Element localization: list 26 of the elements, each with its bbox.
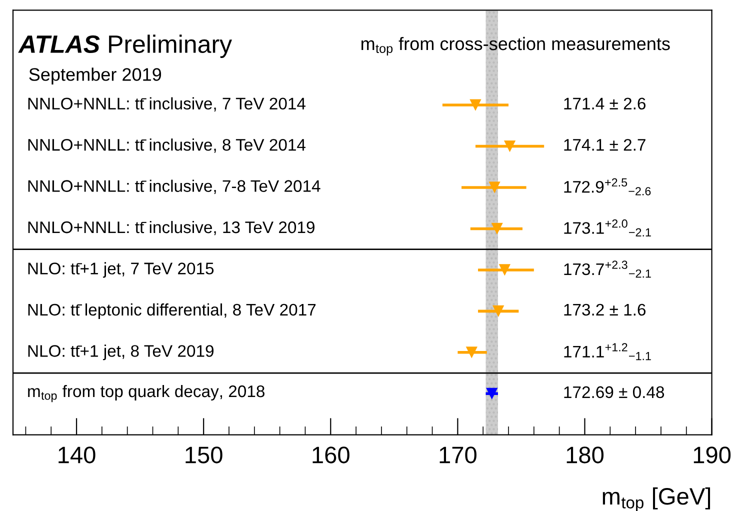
annotation: 172.69 ± 0.48 <box>564 386 664 398</box>
annotation: 171.4 ± 2.6 <box>564 98 646 110</box>
x-tick-label: 180 <box>566 446 604 464</box>
annotation: September 2019 <box>29 68 162 84</box>
y-tick-label: NLO: tt̄ leptonic differential, 8 TeV 2017 <box>28 303 316 319</box>
x-tick-label: 150 <box>186 446 222 464</box>
y-tick-label: NNLO+NNLL: tt̄ inclusive, 7-8 TeV 2014 <box>28 180 320 194</box>
annotation: 174.1 ± 2.7 <box>564 138 646 151</box>
annotation: 172.9$^{+2.5}$$_{−2.6}$ <box>564 178 651 196</box>
annotation: 171.1$^{+1.2}$$_{−1.1}$ <box>564 343 651 360</box>
annotation: 173.1$^{+2.0}$$_{−2.1}$ <box>564 219 651 236</box>
annotation: 173.2 ± 1.6 <box>564 304 646 316</box>
y-tick-label: NNLO+NNLL: tt̄ inclusive, 8 TeV 2014 <box>28 138 306 153</box>
y-tick-label: NNLO+NNLL: tt̄ inclusive, 7 TeV 2014 <box>28 97 306 112</box>
x-tick-label: 170 <box>440 446 476 464</box>
annotation: 173.7$^{+2.3}$$_{−2.1}$ <box>564 260 651 278</box>
chart-title: ATLAS <box>18 35 100 54</box>
x-tick-label: 140 <box>58 446 96 464</box>
y-tick-label: NLO: tt̄+1 jet, 7 TeV 2015 <box>28 262 214 278</box>
x-tick-label: 160 <box>312 446 350 464</box>
x-tick-label: 190 <box>694 446 731 464</box>
text: Preliminary <box>109 34 232 58</box>
y-tick-label: NNLO+NNLL: tt̄ inclusive, 13 TeV 2019 <box>28 220 314 236</box>
chart-subtitle: m$_{top}$ from cross-section measurements <box>362 36 670 56</box>
y-tick-label: NLO: tt̄+1 jet, 8 TeV 2019 <box>28 344 214 360</box>
y-tick-label: m$_{top}$ from top quark decay, 2018 <box>28 384 264 402</box>
